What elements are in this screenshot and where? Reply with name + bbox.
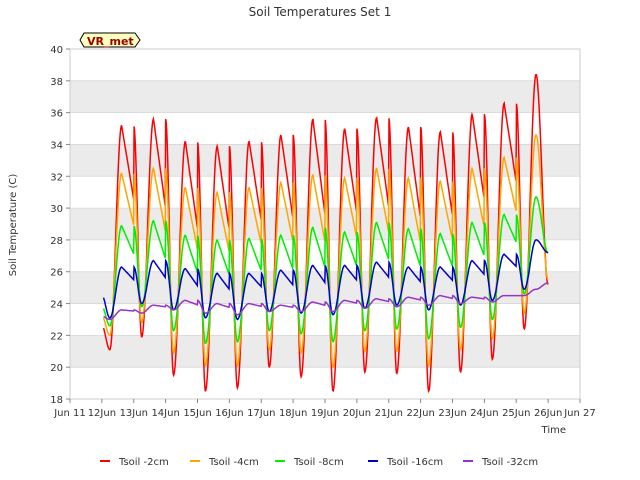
y-tick-label: 38 [50,77,63,88]
x-tick-label: 22Jun [406,408,434,419]
chart-title: Soil Temperatures Set 1 [249,5,392,19]
x-tick-label: 20Jun [343,408,371,419]
legend-label: Tsoil -4cm [208,457,259,468]
y-tick-label: 20 [50,363,63,374]
y-tick-label: 22 [50,331,63,342]
legend-label: Tsoil -32cm [481,457,538,468]
y-tick-label: 40 [50,45,63,56]
x-tick-label: 12Jun [88,408,116,419]
legend-label: Tsoil -8cm [293,457,344,468]
x-axis-ticks: Jun 11 12Jun 13Jun 14Jun 15Jun 16Jun 17Jun 18Ju… [53,399,596,419]
y-tick-label: 34 [50,140,63,151]
plot-band [70,80,580,113]
legend-label: Tsoil -2cm [118,457,169,468]
series-line-tsoil-16cm [102,239,549,321]
legend-label: Tsoil -16cm [386,457,443,468]
site-label-shape [79,32,141,48]
site-label-box: VR_met [79,32,141,48]
x-tick-label: Jun 11 [53,408,86,419]
site-label: VR_met [87,35,134,48]
series-line-tsoil-32cm [103,282,549,321]
x-tick-label: 24Jun [470,408,498,419]
plot-band [70,49,580,81]
x-tick-label: 15Jun [183,408,211,419]
x-tick-label: 18Jun [279,408,307,419]
x-axis-label: Time [541,425,566,436]
y-tick-label: 32 [50,172,63,183]
plot-band [70,367,580,399]
x-tick-label: 19Jun [311,408,339,419]
y-tick-label: 24 [50,300,63,311]
plot-band [70,335,580,368]
y-axis-label: Soil Temperature (C) [8,174,19,277]
legend: Tsoil -2cm Tsoil -4cm Tsoil -8cm Tsoil -16c… [100,457,538,468]
series-line-tsoil-8cm [102,196,549,345]
x-tick-label: Jun 27 [563,408,596,419]
x-tick-label: 13Jun [120,408,148,419]
x-tick-label: 26Jun [534,408,562,419]
series-lines [102,73,549,394]
x-tick-label: 23Jun [438,408,466,419]
y-tick-label: 36 [50,109,63,120]
x-tick-label: 21Jun [375,408,403,419]
y-axis-ticks: 18 20 22 24 26 28 30 32 34 36 38 40 [50,45,70,406]
x-tick-label: 17Jun [247,408,275,419]
y-tick-label: 26 [50,268,63,279]
y-tick-label: 18 [50,395,63,406]
plot-band [70,303,580,336]
y-tick-label: 28 [50,236,63,247]
x-tick-label: 16Jun [215,408,243,419]
y-tick-label: 30 [50,204,63,215]
x-tick-label: 14Jun [151,408,179,419]
x-tick-label: 25Jun [502,408,530,419]
